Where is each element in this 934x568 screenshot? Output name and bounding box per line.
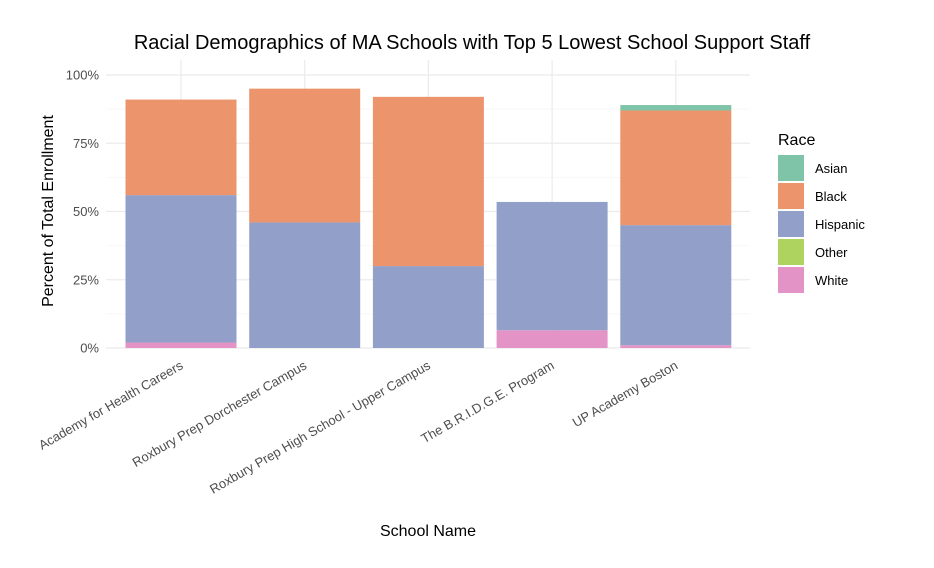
legend-label-other: Other [815, 245, 848, 260]
bar-segment-hispanic [496, 201, 608, 331]
x-tick-label: The B.R.I.D.G.E. Program [418, 358, 556, 446]
y-tick-label: 100% [66, 68, 100, 83]
bar-segment-white [620, 345, 732, 348]
bars [125, 88, 732, 348]
y-tick-label: 75% [73, 136, 99, 151]
bar-segment-hispanic [125, 195, 237, 343]
bar-segment-hispanic [620, 225, 732, 346]
bar-segment-black [249, 88, 361, 223]
legend: Race Asian Black Hispanic Other White [778, 132, 865, 293]
bar-segment-white [125, 342, 237, 348]
bar-segment-hispanic [372, 266, 484, 348]
y-tick-label: 25% [73, 272, 99, 287]
y-axis-ticks: 0% 25% 50% 75% 100% [66, 68, 100, 356]
legend-swatch-asian [778, 155, 804, 181]
x-tick-label: UP Academy Boston [570, 358, 681, 430]
x-axis-title: School Name [380, 523, 476, 540]
y-axis-title: Percent of Total Enrollment [40, 115, 57, 307]
legend-swatch-white [778, 267, 804, 293]
chart-title: Racial Demographics of MA Schools with T… [134, 32, 811, 54]
y-tick-label: 50% [73, 204, 99, 219]
x-tick-label: Roxbury Prep High School - Upper Campus [207, 357, 433, 496]
legend-label-white: White [815, 273, 848, 288]
bar-segment-white [496, 330, 608, 348]
legend-label-asian: Asian [815, 161, 848, 176]
legend-swatch-hispanic [778, 211, 804, 237]
bar-segment-black [125, 99, 237, 196]
y-tick-label: 0% [80, 341, 99, 356]
legend-title: Race [778, 132, 815, 149]
legend-label-hispanic: Hispanic [815, 217, 865, 232]
bar-segment-black [620, 110, 732, 226]
bar-segment-asian [620, 105, 732, 111]
legend-swatch-other [778, 239, 804, 265]
bar-segment-black [372, 96, 484, 267]
legend-swatch-black [778, 183, 804, 209]
legend-items: Asian Black Hispanic Other White [778, 155, 865, 293]
bar-segment-hispanic [249, 222, 361, 348]
legend-label-black: Black [815, 189, 847, 204]
